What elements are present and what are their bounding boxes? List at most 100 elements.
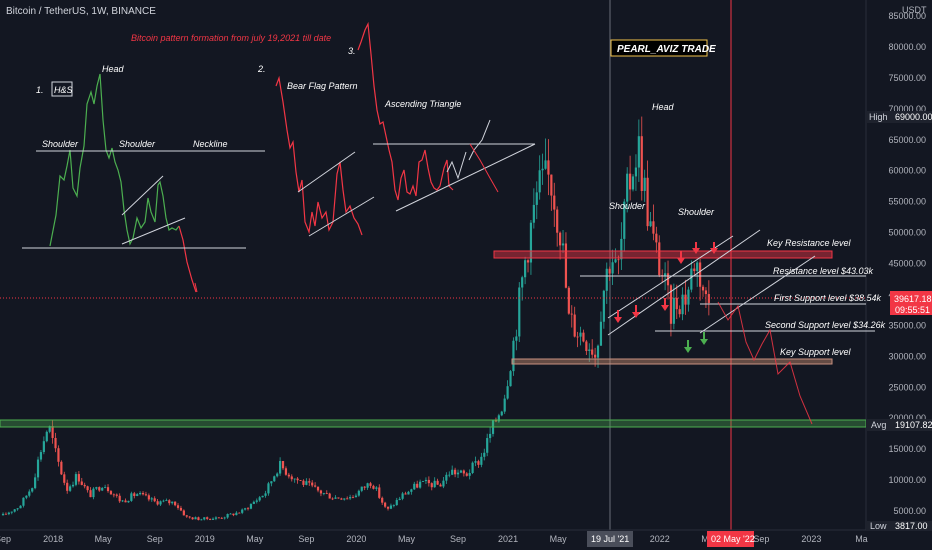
price-tick-label: 70000.00 [888, 104, 926, 114]
candle-up [468, 472, 471, 476]
time-tick-label: Ma [855, 534, 868, 544]
candle-down [582, 332, 585, 342]
candle-up [395, 499, 398, 506]
time-tick-label: Sep [147, 534, 163, 544]
candle-up [74, 474, 78, 485]
candle-up [252, 501, 255, 504]
up-arrow-red-1 [614, 310, 622, 323]
candle-down [66, 482, 69, 491]
candle-up [456, 472, 460, 475]
candle-up [483, 452, 486, 457]
symbol-title: Bitcoin / TetherUS, 1W, BINANCE [6, 6, 156, 17]
candle-down [585, 341, 588, 352]
at-breakout-arrow [468, 119, 491, 161]
candle-up [354, 495, 358, 498]
candle-down [106, 487, 110, 492]
candle-up [623, 201, 626, 239]
candle-up [643, 177, 646, 191]
candle-up [264, 493, 267, 496]
time-tick-label: May [550, 534, 568, 544]
at-label: Ascending Triangle [384, 99, 461, 109]
price-tick-label: 60000.00 [888, 166, 926, 176]
low-badge [866, 521, 932, 530]
candle-up [92, 488, 95, 498]
candle-down [386, 506, 390, 509]
candle-up [672, 297, 675, 324]
price-tick-label: 50000.00 [888, 228, 926, 238]
hs-number: 1. [36, 85, 44, 95]
avg-badge-label: Avg [871, 420, 886, 430]
candle-down [340, 498, 343, 500]
first-support-label: First Support level $38.54k [774, 293, 882, 303]
candle-down [608, 268, 611, 274]
candle-up [305, 481, 308, 485]
candle-down [640, 136, 643, 191]
candle-up [101, 487, 104, 491]
main-channel-mid [607, 229, 761, 336]
candle-up [322, 493, 325, 494]
candle-down [311, 482, 314, 486]
candle-up [424, 479, 428, 482]
candle-down [439, 484, 442, 487]
candle-down [430, 483, 433, 488]
candle-up [22, 497, 25, 506]
candle-down [281, 460, 285, 469]
high-badge [866, 111, 932, 123]
candle-up [130, 493, 133, 501]
time-tick-label: 2021 [498, 534, 518, 544]
price-tick-label: 20000.00 [888, 413, 926, 423]
candle-up [95, 487, 98, 489]
candle-up [349, 497, 352, 499]
candle-down [176, 505, 180, 508]
candle-up [620, 238, 623, 260]
candle-down [591, 349, 594, 355]
time-tick-label: 2019 [195, 534, 215, 544]
candle-down [462, 470, 465, 474]
candle-up [1, 513, 5, 516]
candle-down [629, 173, 632, 190]
price-tick-label: 85000.00 [888, 11, 926, 21]
candle-up [270, 481, 273, 484]
time-tick-label: May [95, 534, 113, 544]
candle-down [206, 517, 209, 519]
candle-up [194, 517, 197, 520]
candle-up [34, 477, 37, 489]
candle-down [153, 498, 156, 502]
candle-down [617, 259, 620, 261]
candle-up [203, 517, 206, 520]
candle-down [156, 501, 159, 505]
price-tick-label: 35000.00 [888, 320, 926, 330]
candle-down [220, 517, 223, 519]
candle-down [454, 469, 457, 475]
candle-up [279, 460, 282, 474]
candle-down [404, 493, 407, 495]
hs-green-path [49, 73, 180, 247]
candle-down [174, 501, 177, 506]
candle-down [678, 309, 681, 315]
candle-down [80, 481, 83, 485]
price-tick-label: 15000.00 [888, 444, 926, 454]
low-badge-value: 3817.00 [895, 521, 928, 531]
candle-up [48, 426, 51, 432]
candle-up [139, 492, 142, 495]
current-price-badge [890, 291, 932, 315]
bf-number: 2. [257, 64, 266, 74]
candle-up [419, 481, 422, 488]
candle-up [626, 173, 629, 202]
candle-up [398, 498, 401, 500]
candle-up [602, 290, 605, 322]
second-support-label: Second Support level $34.26k [765, 320, 886, 330]
high-badge-label: High [869, 112, 888, 122]
candle-down [658, 242, 661, 276]
hs-box-label: H&S [54, 85, 73, 95]
candle-up [459, 470, 463, 473]
candle-down [707, 294, 710, 303]
bf-label: Bear Flag Pattern [287, 81, 358, 91]
candle-down [477, 461, 480, 465]
candle-down [570, 313, 573, 315]
signal-arrows [614, 242, 718, 353]
candle-down [465, 473, 468, 476]
hs-left-shoulder-label: Shoulder [42, 139, 79, 149]
candle-down [436, 480, 439, 485]
